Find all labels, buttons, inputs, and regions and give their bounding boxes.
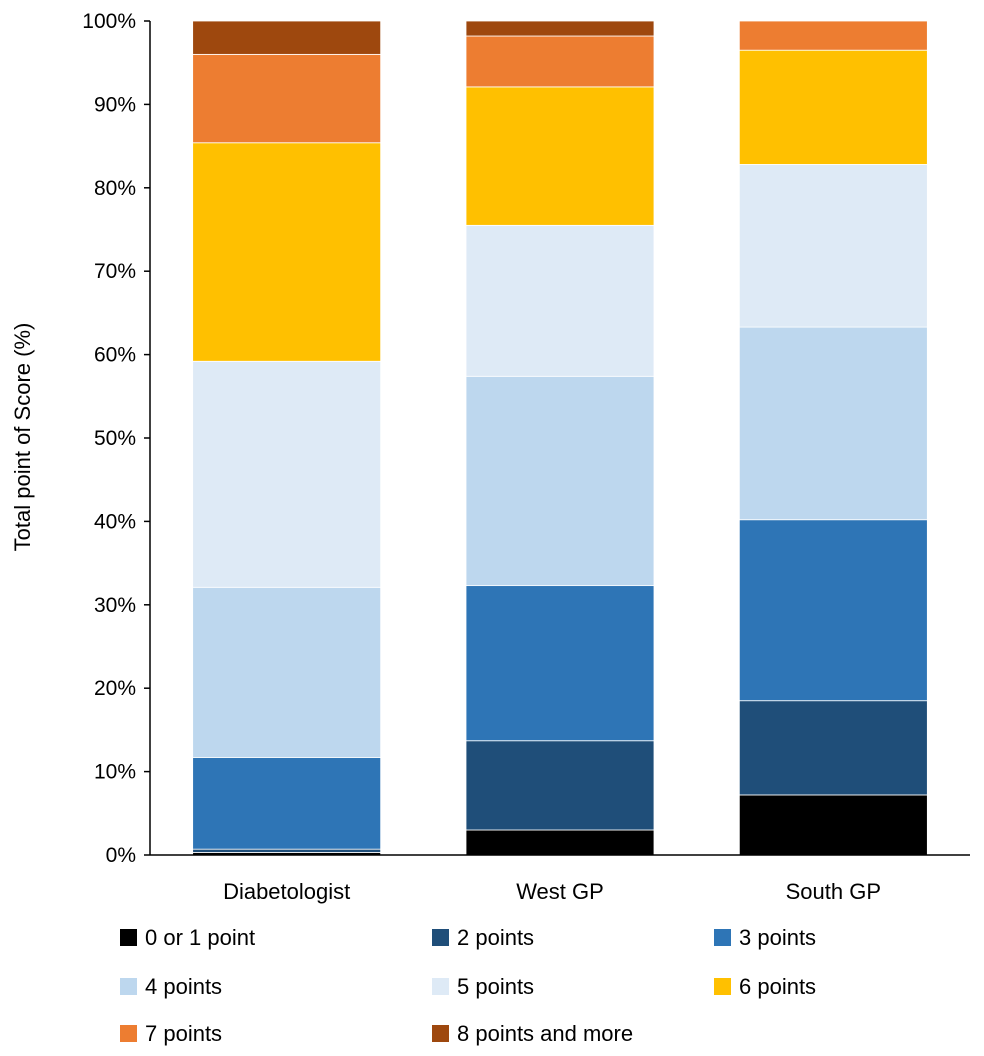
bar-segment: [465, 375, 655, 587]
legend-swatch: [432, 929, 449, 946]
bar-segment: [738, 700, 928, 796]
x-tick-label: Diabetologist: [223, 879, 350, 904]
legend-swatch: [432, 1025, 449, 1042]
x-tick-label: West GP: [516, 879, 604, 904]
legend-label: 4 points: [145, 974, 222, 999]
bar-segment: [192, 360, 382, 588]
legend-label: 5 points: [457, 974, 534, 999]
bar-segment: [192, 757, 382, 850]
bar-segment: [738, 164, 928, 328]
y-tick-label: 40%: [94, 510, 136, 533]
bar-segment: [192, 20, 382, 55]
y-tick-label: 100%: [82, 10, 136, 33]
y-tick-label: 90%: [94, 93, 136, 116]
y-tick-label: 80%: [94, 177, 136, 200]
y-axis: 0% 10% 20% 30% 40% 50% 60% 70% 80% 90% 100%: [82, 10, 151, 867]
legend-swatch: [120, 1025, 137, 1042]
legend-label: 3 points: [739, 925, 816, 950]
x-axis: Diabetologist West GP South GP: [150, 854, 970, 904]
bar-segment: [738, 49, 928, 165]
legend-item: 3 points: [714, 925, 816, 950]
y-tick-label: 50%: [94, 427, 136, 450]
legend: 0 or 1 point 2 points 3 points 4 points 5 po…: [120, 925, 816, 1046]
y-axis-label: Total point of Score (%): [10, 323, 35, 552]
legend-item: 2 points: [432, 925, 534, 950]
legend-item: 6 points: [714, 974, 816, 999]
bar-segment: [465, 829, 655, 856]
bar-segment: [738, 519, 928, 702]
legend-label: 7 points: [145, 1021, 222, 1046]
bar-segment: [738, 326, 928, 521]
legend-item: 7 points: [120, 1021, 222, 1046]
legend-label: 0 or 1 point: [145, 925, 255, 950]
bar-segment: [738, 20, 928, 51]
bar-segment: [465, 35, 655, 88]
bar-segment: [465, 585, 655, 742]
bar-segment: [465, 740, 655, 831]
legend-label: 8 points and more: [457, 1021, 633, 1046]
bar-segment: [465, 224, 655, 377]
y-tick-label: 60%: [94, 344, 136, 367]
y-tick-label: 70%: [94, 260, 136, 283]
x-tick-label: South GP: [786, 879, 881, 904]
bar-segment: [465, 20, 655, 37]
y-tick-label: 20%: [94, 677, 136, 700]
y-tick-label: 0%: [106, 844, 136, 867]
bar-segment: [192, 586, 382, 758]
legend-label: 6 points: [739, 974, 816, 999]
bar-segment: [465, 86, 655, 226]
bar-segment: [192, 53, 382, 144]
legend-item: 5 points: [432, 974, 534, 999]
legend-item: 4 points: [120, 974, 222, 999]
legend-swatch: [714, 978, 731, 995]
legend-swatch: [120, 978, 137, 995]
bar-segment: [192, 848, 382, 853]
legend-swatch: [120, 929, 137, 946]
legend-swatch: [714, 929, 731, 946]
bar-segment: [192, 142, 382, 362]
y-tick-label: 30%: [94, 594, 136, 617]
legend-label: 2 points: [457, 925, 534, 950]
y-tick-label: 10%: [94, 761, 136, 784]
legend-item: 0 or 1 point: [120, 925, 255, 950]
bar-segment: [738, 794, 928, 856]
legend-item: 8 points and more: [432, 1021, 633, 1046]
legend-swatch: [432, 978, 449, 995]
bars: [192, 20, 928, 856]
